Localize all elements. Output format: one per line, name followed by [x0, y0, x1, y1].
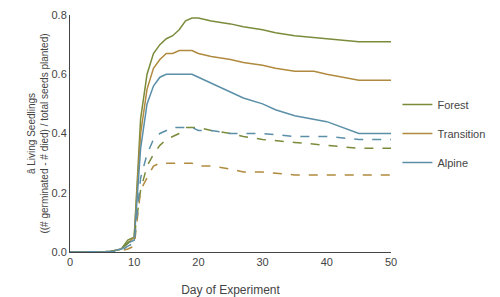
svg-text:Alpine: Alpine	[437, 157, 468, 169]
svg-text:30: 30	[256, 256, 268, 268]
svg-text:Transition: Transition	[437, 128, 485, 140]
svg-text:Forest: Forest	[437, 99, 468, 111]
svg-text:0: 0	[67, 256, 73, 268]
svg-text:50: 50	[385, 256, 397, 268]
svg-text:40: 40	[321, 256, 333, 268]
svg-text:10: 10	[128, 256, 140, 268]
svg-text:Day of Experiment: Day of Experiment	[181, 283, 280, 297]
svg-text:0.0: 0.0	[52, 246, 67, 258]
svg-text:20: 20	[192, 256, 204, 268]
svg-text:0.8: 0.8	[52, 9, 67, 21]
svg-text:0.2: 0.2	[52, 187, 67, 199]
svg-text:â Living Seedlings((# germinat: â Living Seedlings((# germinated - # die…	[26, 33, 50, 233]
svg-text:0.6: 0.6	[52, 68, 67, 80]
svg-text:0.4: 0.4	[52, 127, 67, 139]
